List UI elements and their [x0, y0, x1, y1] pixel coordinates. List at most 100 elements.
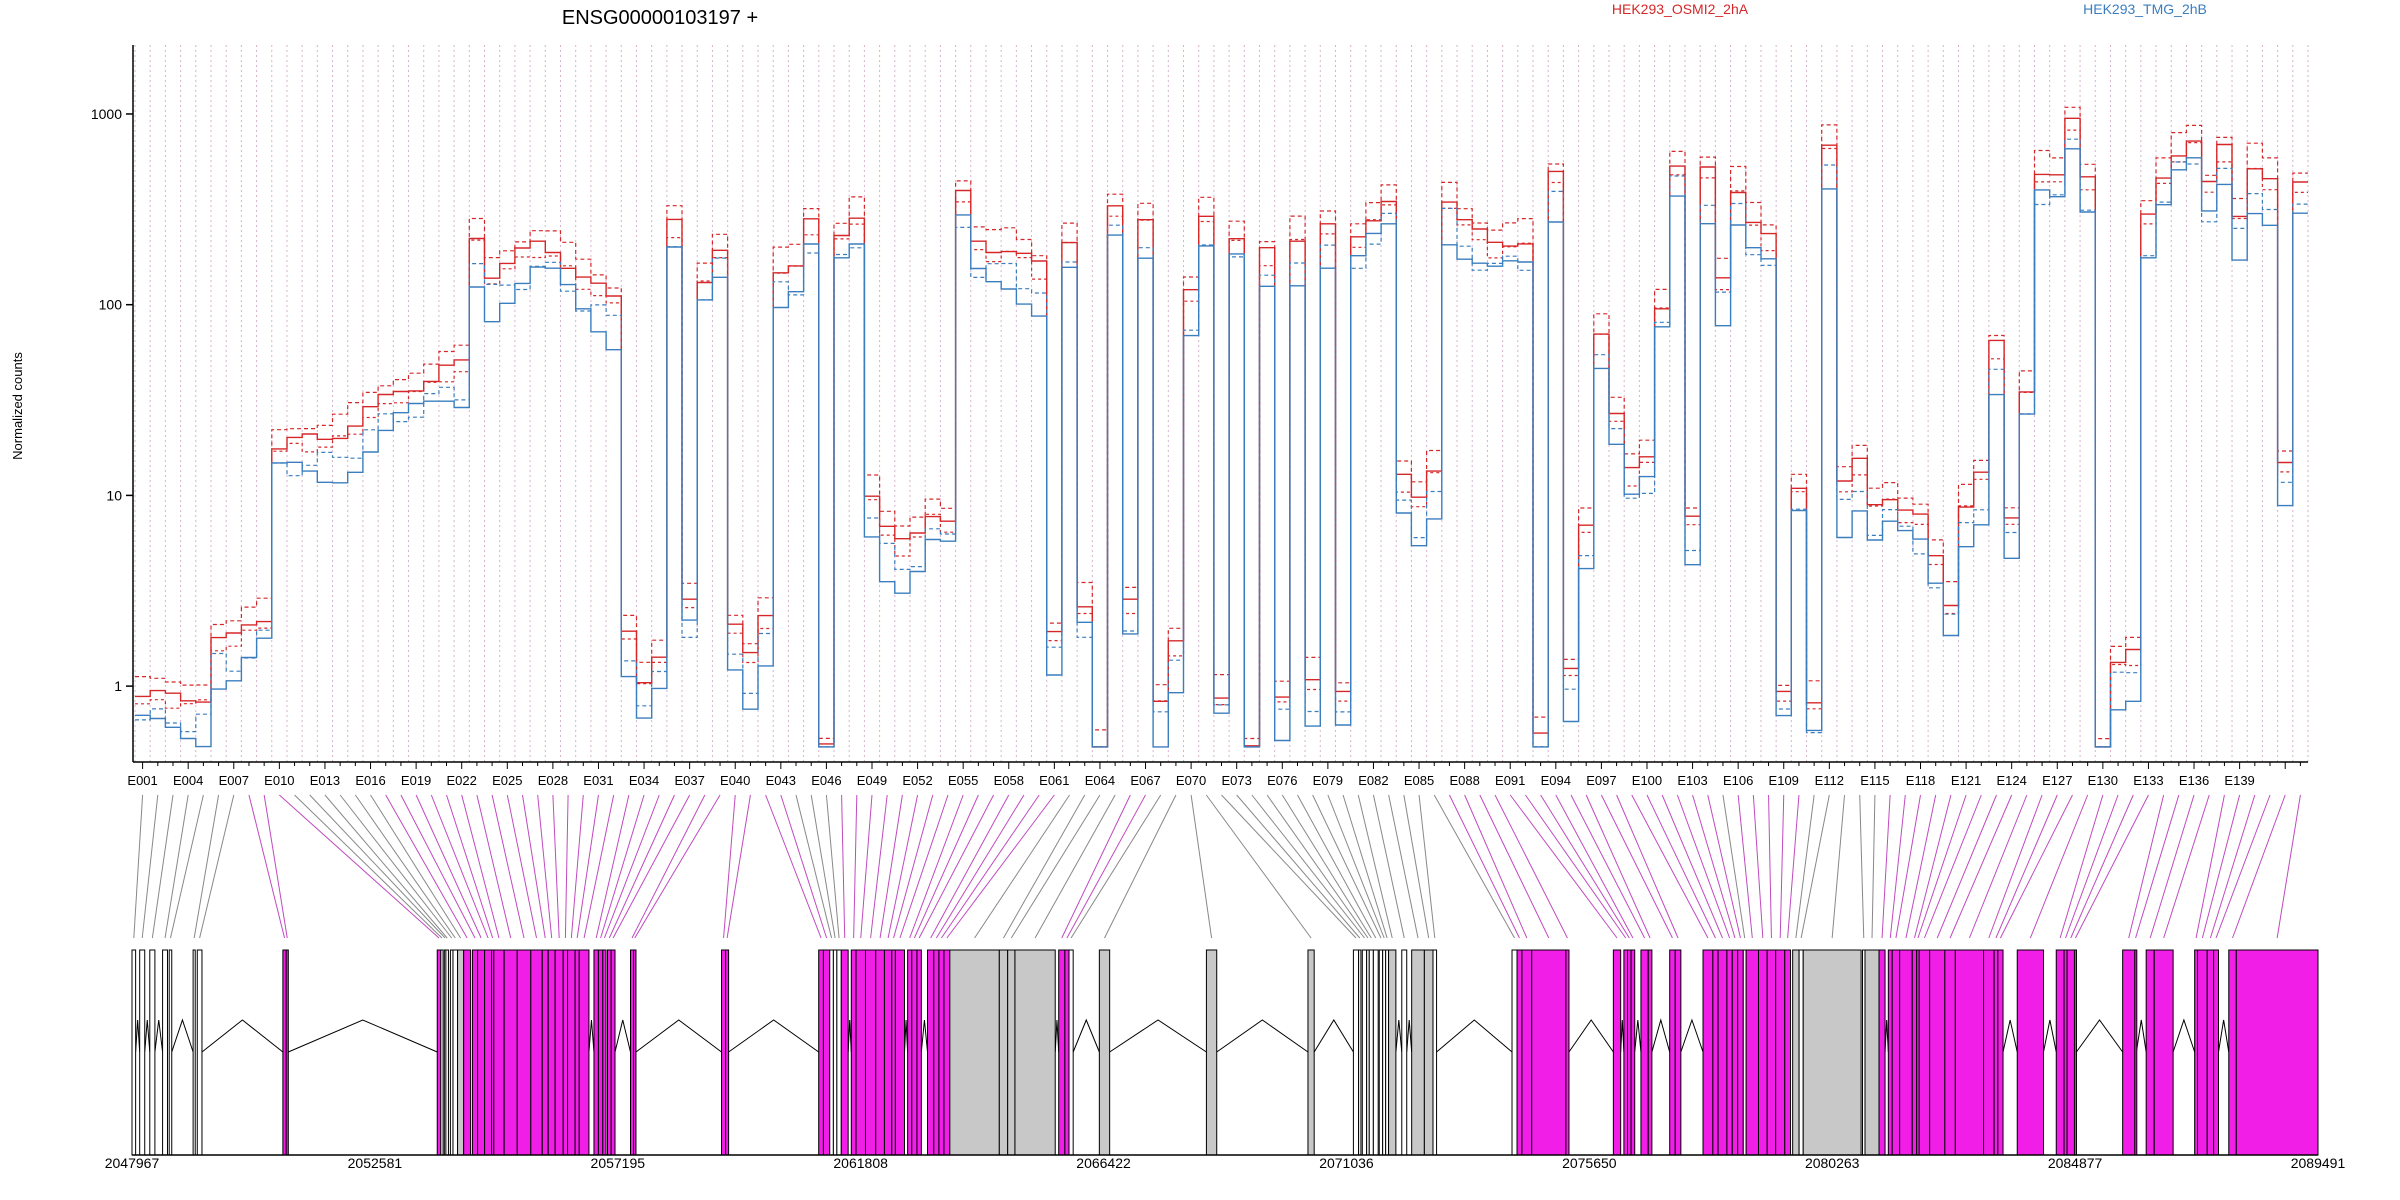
exon-connector — [1494, 794, 1568, 939]
exon-connectors — [133, 794, 2301, 939]
exon-box — [1911, 949, 1918, 1156]
x-tick-label: E091 — [1495, 773, 1525, 788]
exon-box — [440, 949, 444, 1156]
x-tick-label: E124 — [1996, 773, 2026, 788]
exon-box — [602, 949, 607, 1156]
intron — [1216, 1019, 1309, 1053]
exon-connector — [1646, 794, 1716, 939]
x-tick-label: E139 — [2224, 773, 2254, 788]
exon-connector — [1795, 794, 1815, 939]
exon-box — [463, 949, 472, 1156]
x-tick-label: E004 — [173, 773, 203, 788]
exon-connector — [309, 794, 446, 939]
x-tick-label: E058 — [994, 773, 1024, 788]
exon-connector — [583, 794, 615, 939]
intron — [2172, 1018, 2196, 1053]
exon-connector — [1388, 794, 1419, 939]
exon-box — [131, 949, 137, 1156]
exon-connector — [913, 794, 979, 939]
exon-connector — [1949, 794, 2013, 939]
exon-connector — [2059, 794, 2104, 939]
exon-connector — [1479, 794, 1550, 939]
exon-box — [1745, 949, 1759, 1156]
exon-box — [196, 949, 203, 1156]
exon-connector — [248, 794, 286, 939]
exon-box — [998, 949, 1009, 1156]
exon-connector — [1917, 794, 1967, 939]
intron — [1054, 1019, 1060, 1053]
exon-connector — [946, 794, 1055, 939]
exon-box — [1640, 949, 1649, 1156]
exon-connector — [853, 794, 858, 939]
exon-connector — [491, 794, 525, 939]
x-tick-label: E013 — [310, 773, 340, 788]
exon-box — [578, 949, 590, 1156]
exon-box — [1358, 949, 1362, 1156]
exon-box — [1014, 949, 1056, 1156]
plot-axes: 1 10 100 1000 E001 E004 E007 E010 E013 E016 E019 E0… — [91, 45, 2308, 788]
exon-connector — [169, 794, 204, 939]
exon-box — [633, 949, 637, 1156]
exon-box — [1702, 949, 1714, 1156]
exon-connector — [1661, 794, 1723, 939]
intron — [2043, 1019, 2057, 1053]
exon-connector — [2232, 794, 2286, 939]
exon-connector — [1010, 794, 1101, 939]
exon-box — [562, 949, 569, 1156]
x-tick-label: E049 — [857, 773, 887, 788]
exon-connector — [294, 794, 443, 939]
coordinate-tick-label: 2057195 — [591, 1155, 646, 1171]
exon-connector — [279, 794, 440, 939]
coordinate-tick-label: 2075650 — [1562, 1155, 1617, 1171]
y-tick-label: 100 — [99, 297, 123, 313]
intron — [144, 1019, 151, 1053]
exon-connector — [918, 794, 995, 939]
x-tick-label: E133 — [2133, 773, 2163, 788]
exon-connector — [810, 794, 836, 939]
exon-box — [1766, 949, 1777, 1156]
exon-box — [911, 949, 918, 1156]
exon-box — [725, 949, 730, 1156]
x-tick-label: E010 — [264, 773, 294, 788]
exon-connector — [634, 794, 721, 939]
exon-box — [1983, 949, 1995, 1156]
exon-box — [503, 949, 518, 1156]
exon-box — [452, 949, 459, 1156]
intron — [154, 1019, 164, 1053]
x-tick-label: E022 — [447, 773, 477, 788]
exon-box — [436, 949, 442, 1156]
exon-box — [493, 949, 505, 1156]
exon-box — [2235, 949, 2319, 1156]
x-tick-label: E061 — [1039, 773, 1069, 788]
exon-connector — [930, 794, 1010, 939]
exon-connector — [1752, 794, 1764, 939]
exon-connector — [2135, 794, 2180, 939]
exon-connector — [603, 794, 660, 939]
intron — [135, 1019, 141, 1053]
exon-box — [477, 949, 486, 1156]
x-tick-label: E079 — [1313, 773, 1343, 788]
exon-connector — [765, 794, 822, 939]
exon-connector — [1372, 794, 1405, 939]
exon-connector — [339, 794, 453, 939]
exon-connector — [1061, 794, 1131, 939]
coordinate-tick-label: 2052581 — [348, 1155, 403, 1171]
exon-connector — [879, 794, 903, 939]
exon-box — [168, 949, 173, 1156]
exon-connector — [141, 794, 159, 939]
exon-connector — [1871, 794, 1876, 939]
intron — [847, 1019, 852, 1053]
exon-connector — [1555, 794, 1634, 939]
exon-box — [2134, 949, 2138, 1156]
intron — [588, 1019, 595, 1053]
genomic-coordinate-axis: 2047967 2052581 2057195 2061808 2066422 20710… — [105, 1154, 2346, 1171]
exon-box — [1792, 949, 1800, 1156]
exon-connector — [370, 794, 462, 939]
exon-box — [1368, 949, 1374, 1156]
intron — [635, 1019, 722, 1053]
exon-box — [2066, 949, 2075, 1156]
exon-connector — [1509, 794, 1618, 939]
coordinate-tick-label: 2089491 — [2291, 1155, 2346, 1171]
x-tick-label: E034 — [629, 773, 659, 788]
exon-box — [1411, 949, 1425, 1156]
